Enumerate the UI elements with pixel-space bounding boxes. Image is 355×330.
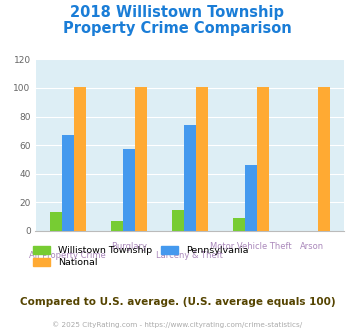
Text: Motor Vehicle Theft: Motor Vehicle Theft <box>210 243 292 251</box>
Bar <box>50 213 62 231</box>
Bar <box>318 86 330 231</box>
Bar <box>233 218 245 231</box>
Text: Larceny & Theft: Larceny & Theft <box>157 251 223 260</box>
Bar <box>171 210 184 231</box>
Bar <box>196 86 208 231</box>
Bar <box>62 135 74 231</box>
Bar <box>74 86 86 231</box>
Bar <box>245 165 257 231</box>
Text: 2018 Willistown Township: 2018 Willistown Township <box>71 5 284 20</box>
Text: All Property Crime: All Property Crime <box>29 251 106 260</box>
Text: Compared to U.S. average. (U.S. average equals 100): Compared to U.S. average. (U.S. average … <box>20 297 335 307</box>
Text: Burglary: Burglary <box>111 243 147 251</box>
Bar <box>123 149 135 231</box>
Bar <box>257 86 269 231</box>
Text: Property Crime Comparison: Property Crime Comparison <box>63 21 292 36</box>
Text: Arson: Arson <box>300 243 324 251</box>
Text: © 2025 CityRating.com - https://www.cityrating.com/crime-statistics/: © 2025 CityRating.com - https://www.city… <box>53 322 302 328</box>
Bar <box>110 221 123 231</box>
Legend: Willistown Township, National, Pennsylvania: Willistown Township, National, Pennsylva… <box>33 246 248 267</box>
Bar <box>135 86 147 231</box>
Bar <box>184 125 196 231</box>
